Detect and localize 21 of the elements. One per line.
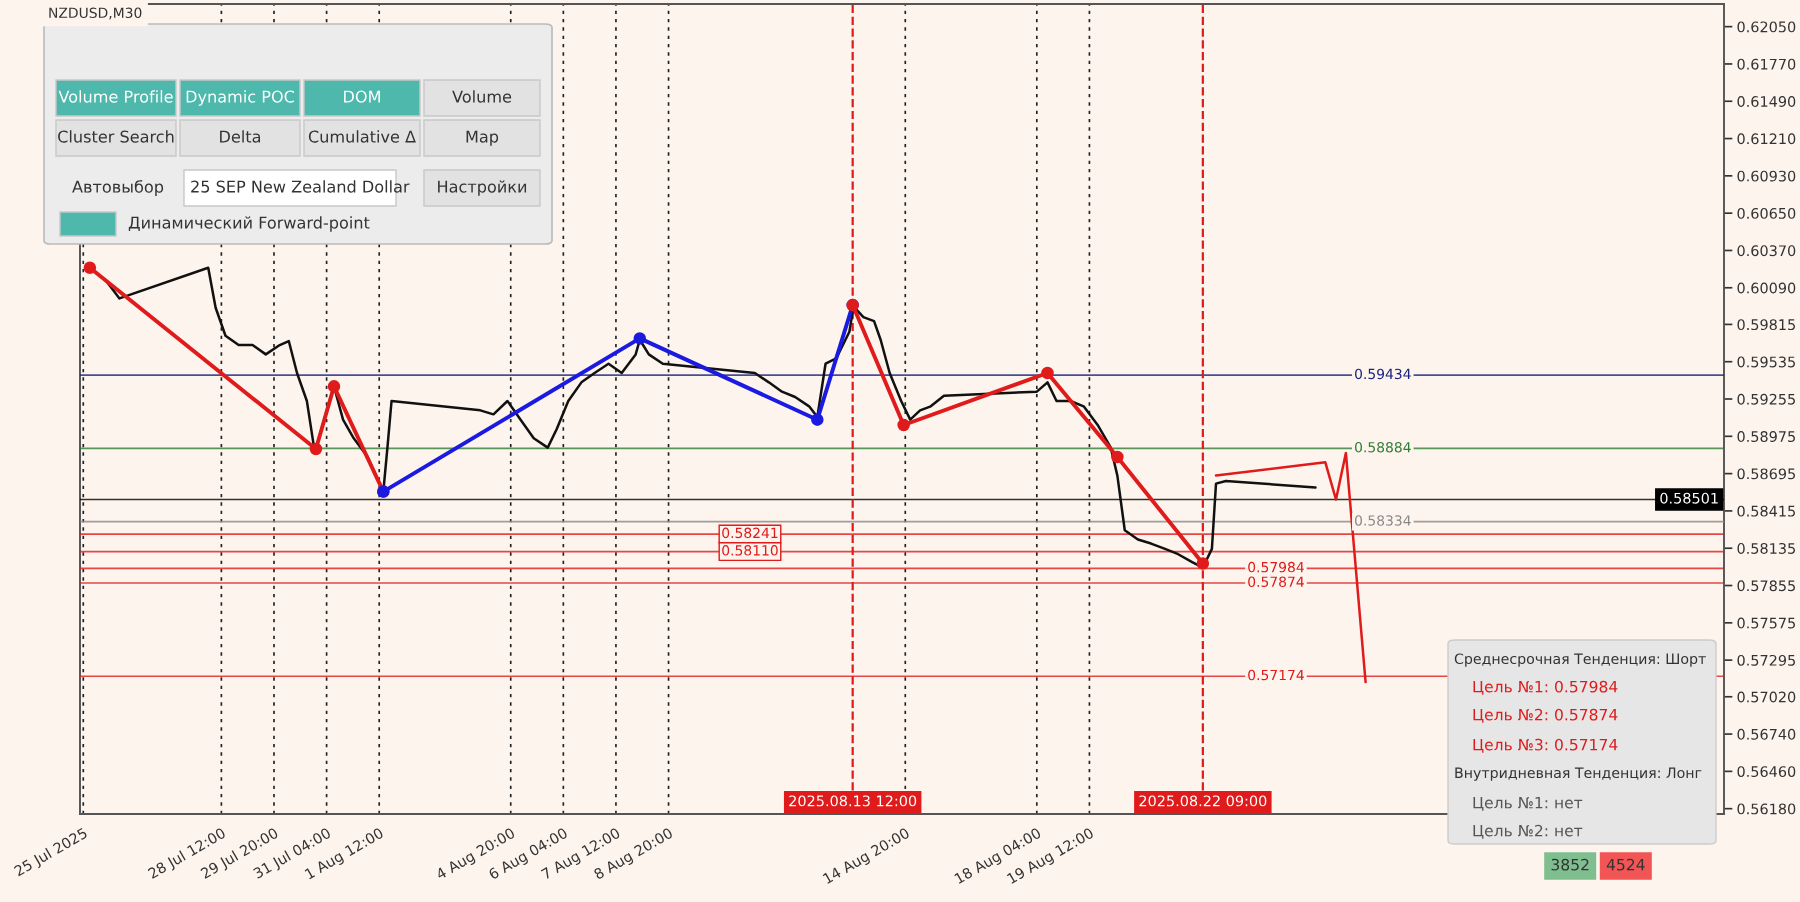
annotation: Volume (452, 90, 512, 103)
annotation: Delta (220, 130, 261, 143)
annotation: 25 SEP New Zealand Dollar (191, 180, 410, 193)
point (1196, 557, 1210, 570)
point (897, 418, 910, 432)
point (1041, 366, 1054, 380)
annotation: Map (466, 130, 499, 146)
annotation: Volume Profile (58, 90, 173, 103)
annotation: Cluster Search (58, 130, 174, 143)
annotation: Автовыбор (72, 180, 164, 196)
point (811, 413, 824, 426)
point (1111, 450, 1124, 464)
annotation: DOM (344, 90, 380, 103)
annotation: Настройки (438, 180, 527, 196)
annotation: Dynamic POC (186, 90, 295, 106)
point (327, 380, 341, 393)
point (633, 332, 647, 345)
point (83, 261, 97, 275)
point (309, 442, 323, 456)
annotation: Динамический Forward-point (128, 216, 370, 232)
annotation: Cumulative Δ (308, 130, 416, 143)
